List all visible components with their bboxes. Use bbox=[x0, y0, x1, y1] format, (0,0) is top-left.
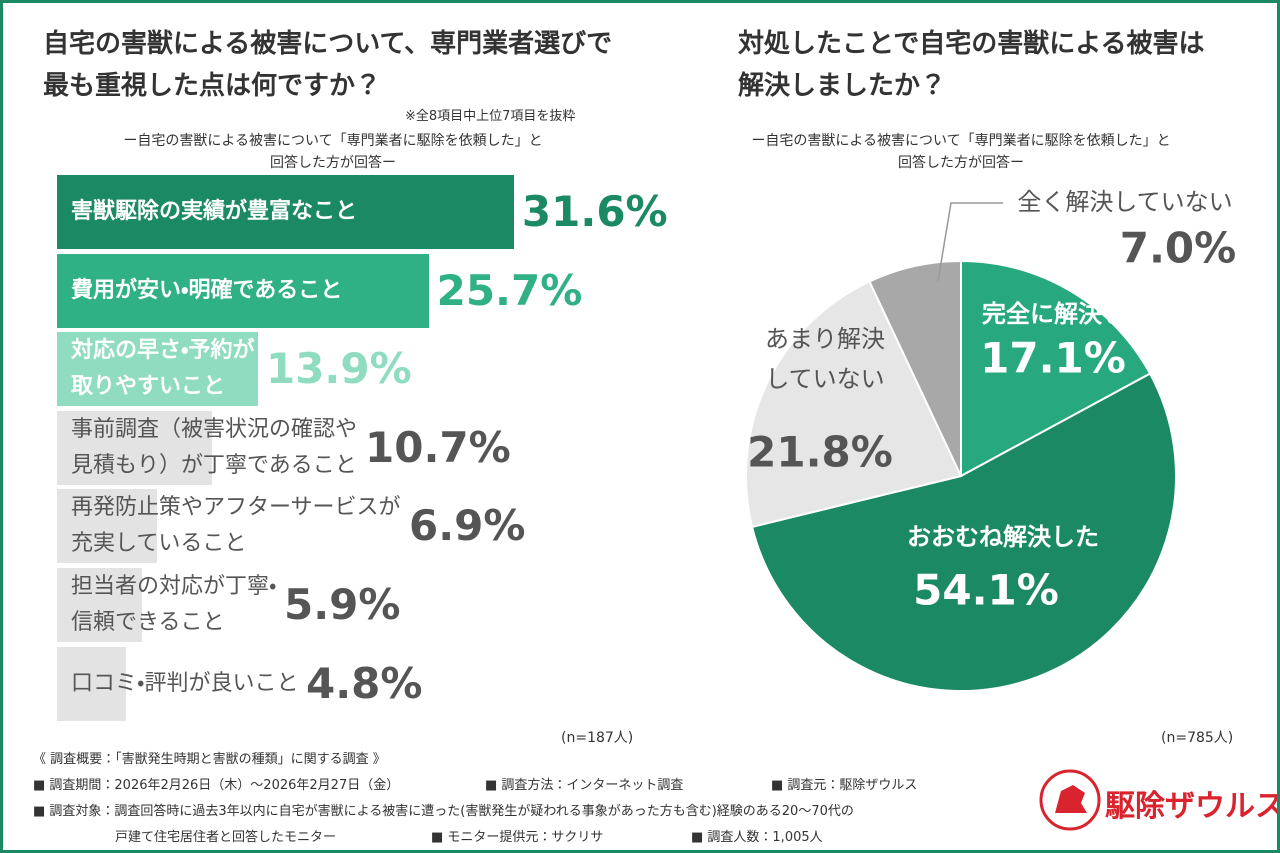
footer-heading: 《 調査概要：「害獣発生時期と害獣の種類」に関する調査 》 bbox=[33, 752, 386, 767]
value-label: 10.7% bbox=[365, 422, 511, 472]
bar bbox=[57, 175, 514, 249]
slice-label: 完全に解決した bbox=[981, 300, 1150, 328]
leader-line bbox=[937, 202, 1003, 282]
bar-label: 再発防止策やアフターサービスが bbox=[71, 495, 401, 521]
subtitle: 回答した方が回答ー bbox=[270, 155, 396, 171]
bar-label: 信頼できること bbox=[71, 610, 225, 635]
note: ※全8項目中上位7項目を抜粋 bbox=[405, 109, 576, 124]
bar-label: 見積もり）が丁寧であること bbox=[71, 452, 357, 478]
slice-label: あまり解決 bbox=[765, 325, 885, 353]
bar-label: 口コミ・評判が良いこと bbox=[71, 670, 299, 696]
bar bbox=[57, 489, 157, 564]
value-label: 6.9% bbox=[409, 501, 526, 551]
pie-slice bbox=[868, 259, 962, 477]
pie-slice bbox=[960, 259, 1152, 478]
logo-text: 駆除ザウルス bbox=[1105, 789, 1280, 824]
value-label: 5.9% bbox=[284, 580, 401, 629]
footer-item: ■ 調査期間：2026年2月26日（木）～2026年2月27日（金） bbox=[33, 778, 400, 793]
bar-label: 害獣駆除の実績が豊富なこと bbox=[71, 199, 358, 224]
slice-label: 全く解決していない bbox=[1017, 188, 1232, 216]
value-label: 31.6% bbox=[521, 187, 668, 236]
bar-title: 自宅の害獣による被害について、専門業者選びで最も重視した点は何ですか？ bbox=[43, 29, 613, 101]
subtitle: ー自宅の害獣による被害について「専門業者に駆除を依頼した」と bbox=[751, 133, 1171, 149]
bar bbox=[57, 253, 429, 328]
bar-label: 事前調査（被害状況の確認や bbox=[71, 416, 358, 442]
pie-slice bbox=[745, 280, 963, 529]
bar bbox=[57, 568, 143, 642]
slice-value: 21.8% bbox=[747, 428, 893, 477]
footer-item: ■ 調査元：駆除ザウルス bbox=[771, 778, 918, 793]
slice-value: 54.1% bbox=[913, 566, 1059, 615]
value-label: 4.8% bbox=[306, 658, 423, 708]
bar bbox=[57, 332, 258, 407]
footer-item: 戸建て住宅居住者と回答したモニター bbox=[115, 830, 337, 845]
slice-value: 17.1% bbox=[980, 334, 1126, 383]
bar-label: 充実していること bbox=[71, 531, 247, 557]
pie-slice bbox=[750, 372, 1177, 692]
subtitle: 回答した方が回答ー bbox=[898, 155, 1024, 171]
bar bbox=[57, 410, 212, 485]
slice-value: 7.0% bbox=[1120, 224, 1236, 273]
value-label: 13.9% bbox=[265, 344, 412, 394]
slice-label: おおむね解決した bbox=[907, 523, 1099, 551]
slice-label: していない bbox=[765, 365, 884, 393]
footer-item: ■ 調査方法：インターネット調査 bbox=[485, 778, 684, 793]
value-label: 25.7% bbox=[436, 265, 583, 315]
bar-label: 対応の早さ・予約が bbox=[71, 338, 255, 364]
logo-icon bbox=[1039, 769, 1101, 831]
n-label: (n=785人) bbox=[1161, 730, 1234, 746]
subtitle: ー自宅の害獣による被害について「専門業者に駆除を依頼した」と bbox=[123, 133, 543, 149]
bar-label: 費用が安い・明確であること bbox=[71, 277, 343, 303]
pie-title: 対処したことで自宅の害獣による被害は解決しましたか？ bbox=[738, 29, 1205, 101]
footer-item: ■ 調査対象：調査回答時に過去3年以内に自宅が害獣による被害に遭った(害獣発生が… bbox=[33, 804, 854, 819]
footer-item: ■ 調査人数：1,005人 bbox=[691, 830, 823, 845]
n-label: (n=187人) bbox=[561, 730, 634, 746]
bar bbox=[57, 646, 127, 721]
footer-item: ■ モニター提供元：サクリサ bbox=[431, 830, 604, 845]
bar-label: 取りやすいこと bbox=[71, 374, 226, 400]
bar-label: 担当者の対応が丁寧・ bbox=[71, 574, 277, 599]
